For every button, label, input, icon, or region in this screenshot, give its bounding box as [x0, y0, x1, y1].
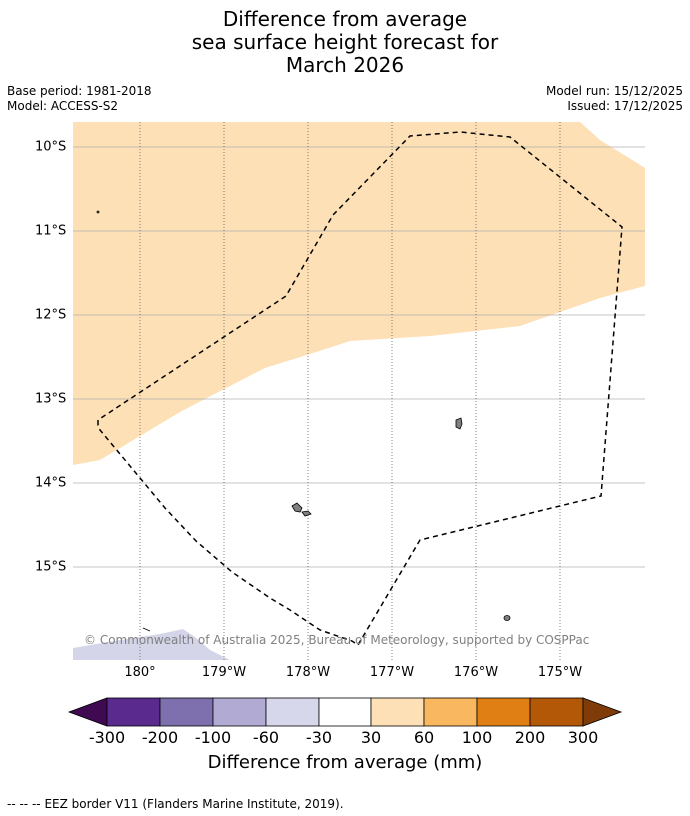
colorbar-tick-neg100: -100 — [194, 728, 232, 747]
meta-right: Model run: 15/12/2025 Issued: 17/12/2025 — [546, 84, 683, 114]
colorbar-bin-5 — [318, 697, 372, 727]
lat-label-14s: 14°S — [35, 475, 67, 491]
colorbar-tick-100: 100 — [461, 728, 493, 747]
lat-label-11s: 11°S — [35, 223, 67, 239]
lon-label-175w: 175°W — [537, 665, 583, 680]
lat-label-13s: 13°S — [35, 391, 67, 407]
lon-label-179w: 179°W — [201, 665, 247, 680]
eez-legend: -- -- -- EEZ border V11 (Flanders Marine… — [7, 797, 344, 811]
copyright-notice: © Commonwealth of Australia 2025, Bureau… — [84, 633, 590, 647]
lat-label-15s: 15°S — [35, 559, 67, 575]
issued-date: Issued: 17/12/2025 — [567, 99, 683, 113]
map-area — [73, 122, 645, 660]
eez-legend-symbol: -- -- -- — [7, 797, 41, 811]
colorbar-bin-3 — [212, 697, 267, 727]
anomaly-band-neg60-neg30 — [73, 629, 230, 660]
eez-legend-text: EEZ border V11 (Flanders Marine Institut… — [44, 797, 344, 811]
island-alofi — [301, 510, 312, 517]
colorbar-bin-1 — [106, 697, 161, 727]
island-southeast — [503, 615, 511, 621]
colorbar-tick-30: 30 — [360, 728, 382, 747]
colorbar-label: Difference from average (mm) — [207, 752, 483, 773]
title-line-3: March 2026 — [285, 53, 405, 77]
colorbar-extend-high — [582, 697, 623, 727]
colorbar-bin-2 — [159, 697, 214, 727]
eez-border — [97, 131, 623, 647]
colorbar-tick-neg200: -200 — [141, 728, 179, 747]
model-run: Model run: 15/12/2025 — [545, 84, 683, 98]
lon-label-178w: 178°W — [285, 665, 331, 680]
grid-lines — [73, 122, 645, 660]
islands — [96, 210, 511, 632]
title-line-1: Difference from average — [222, 7, 468, 31]
colorbar-extend-low — [67, 697, 108, 727]
title-line-2: sea surface height forecast for — [191, 30, 499, 54]
colorbar-tick-60: 60 — [413, 728, 435, 747]
colorbar-bin-9 — [529, 697, 584, 727]
lat-label-10s: 10°S — [35, 139, 67, 155]
colorbar-bin-7 — [423, 697, 478, 727]
lon-label-176w: 176°W — [453, 665, 499, 680]
lon-label-177w: 177°W — [369, 665, 415, 680]
meta-left: Base period: 1981-2018 Model: ACCESS-S2 — [7, 84, 152, 114]
lon-label-180: 180° — [124, 665, 156, 680]
colorbar-tick-neg300: -300 — [88, 728, 126, 747]
colorbar-bin-4 — [265, 697, 320, 727]
anomaly-band-30-60 — [73, 122, 645, 465]
island-wallis — [455, 417, 463, 430]
colorbar — [67, 697, 623, 727]
coast-fragment — [142, 627, 151, 632]
colorbar-tick-neg60: -60 — [252, 728, 280, 747]
colorbar-bin-6 — [370, 697, 425, 727]
lat-label-12s: 12°S — [35, 307, 67, 323]
colorbar-bin-8 — [476, 697, 531, 727]
colorbar-tick-300: 300 — [567, 728, 599, 747]
colorbar-tick-200: 200 — [514, 728, 546, 747]
islet-northwest — [96, 210, 100, 214]
colorbar-tick-neg30: -30 — [305, 728, 333, 747]
chart-title: Difference from average sea surface heig… — [0, 8, 690, 77]
island-futuna — [291, 502, 303, 513]
base-period: Base period: 1981-2018 — [7, 84, 152, 98]
model-name: Model: ACCESS-S2 — [7, 99, 119, 113]
